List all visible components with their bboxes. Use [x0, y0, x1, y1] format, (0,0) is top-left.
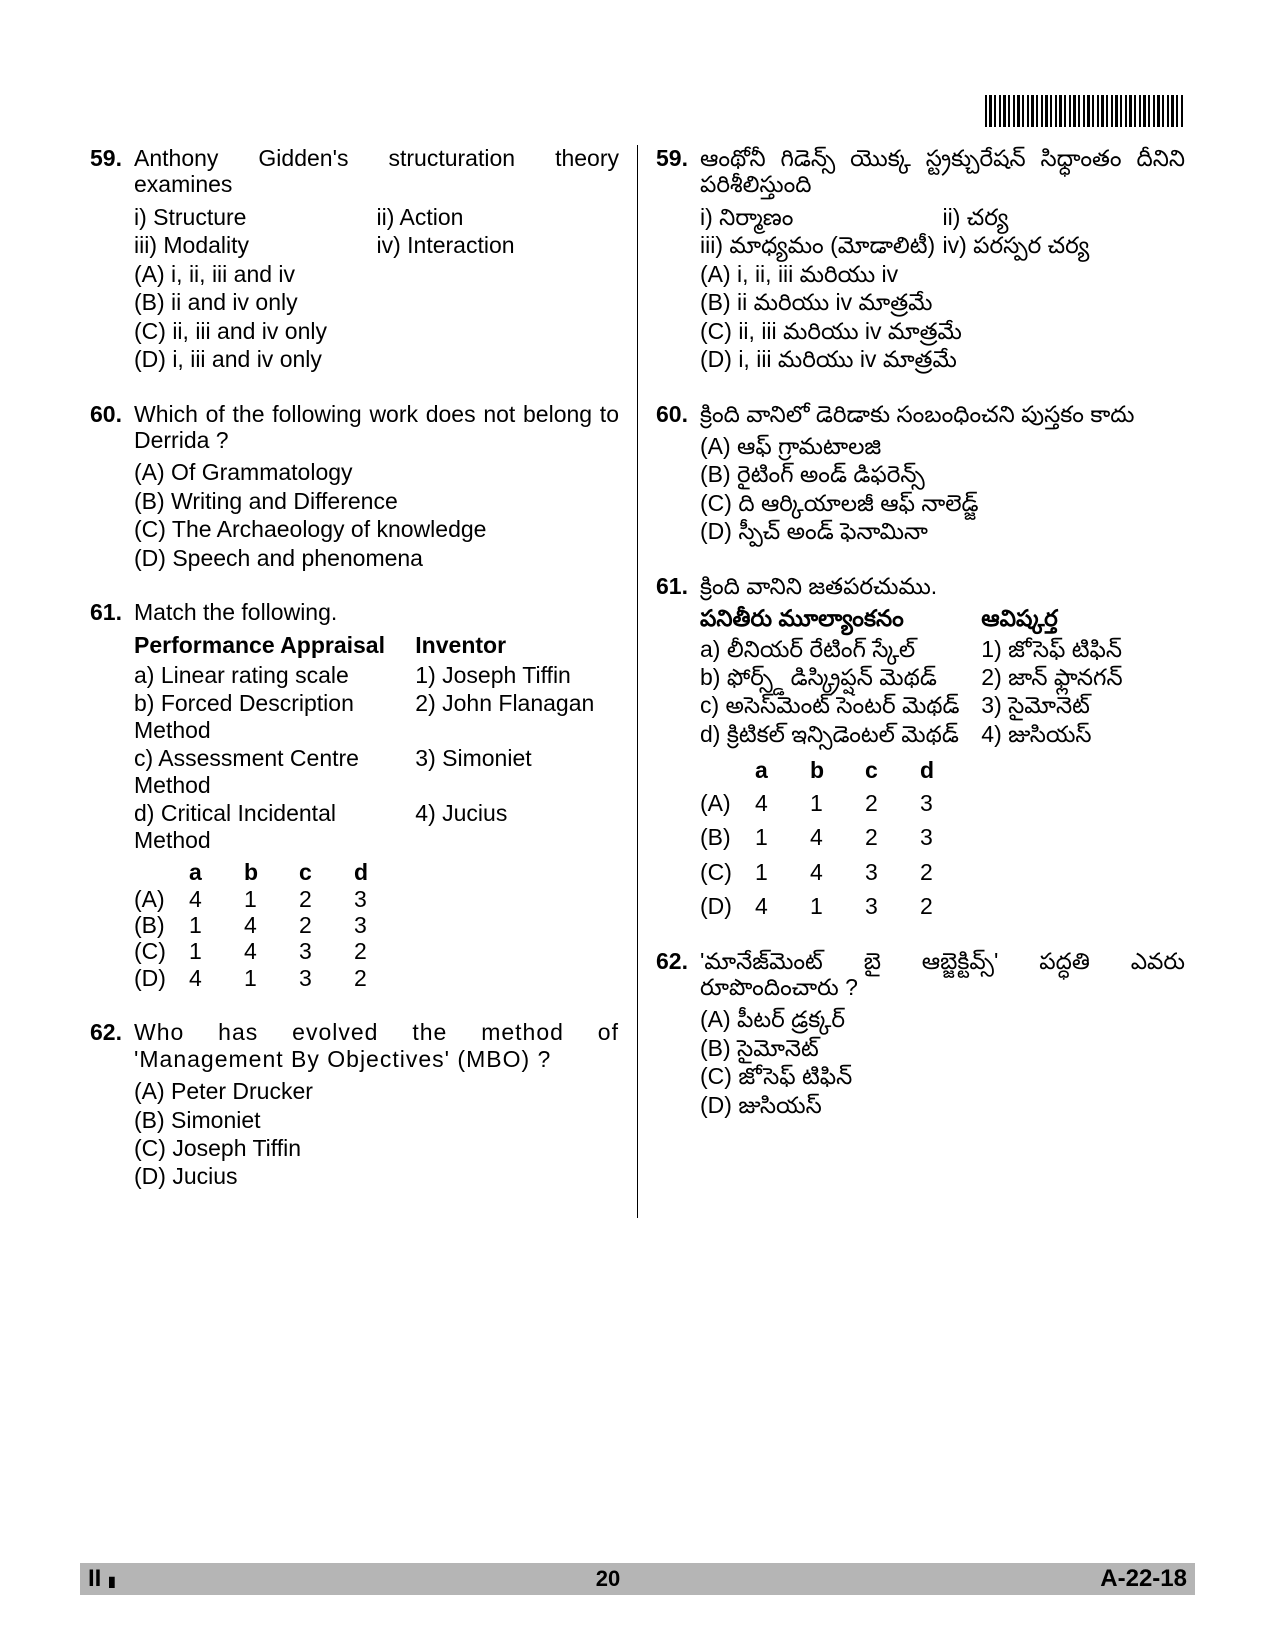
right-column: 59. ఆంథోనీ గిడెన్స్ యొక్క స్ట్రక్చురేషన్… [638, 145, 1195, 1218]
part: ii) చర్య [943, 204, 1186, 230]
match-right: 4) జుసియస్ [981, 721, 1185, 747]
match-right: 1) జోసెఫ్ టిఫిన్ [981, 636, 1185, 662]
footer-left: II ▮ [88, 1565, 116, 1593]
option: (C) జోసెఫ్ టిఫిన్ [700, 1063, 1185, 1089]
option: (D) Jucius [134, 1163, 619, 1189]
answer-row: (D)4132 [134, 965, 619, 991]
q-text: Match the following. [134, 599, 619, 625]
option: (B) ii and iv only [134, 289, 619, 315]
option: (C) ii, iii మరియు iv మాత్రమే [700, 318, 1185, 344]
q-number: 60. [90, 401, 134, 427]
option: (D) i, iii and iv only [134, 346, 619, 372]
q-number: 60. [656, 401, 700, 427]
option: (D) జుసియస్ [700, 1092, 1185, 1118]
answer-row: (A)4123 [700, 790, 1185, 816]
match-left: c) అసెస్‌మెంట్ సెంటర్ మెథడ్ [700, 692, 981, 718]
option: (A) Of Grammatology [134, 459, 619, 485]
option: (A) పీటర్ డ్రక్కర్ [700, 1006, 1185, 1032]
match-right: 2) John Flanagan [415, 690, 619, 743]
option: (D) Speech and phenomena [134, 545, 619, 571]
footer-page: 20 [596, 1566, 620, 1592]
q59-te: 59. ఆంథోనీ గిడెన్స్ యొక్క స్ట్రక్చురేషన్… [656, 145, 1185, 373]
option: (B) రైటింగ్ అండ్ డిఫరెన్స్ [700, 461, 1185, 487]
q62-te: 62. 'మానేజ్‌మెంట్ బై ఆబ్జెక్టివ్స్' పద్ధ… [656, 948, 1185, 1119]
q61: 61. Match the following. Performance App… [90, 599, 619, 991]
option: (A) ఆఫ్ గ్రామటాలజి [700, 433, 1185, 459]
option: (B) సైమోనెట్ [700, 1035, 1185, 1061]
match-left: b) ఫోర్స్డ్ డిస్క్రిప్షన్ మెథడ్ [700, 664, 981, 690]
match-right: 4) Jucius [415, 800, 619, 853]
part: i) నిర్మాణం [700, 204, 943, 230]
answer-row: (B)1423 [134, 912, 619, 938]
match-right: 3) సైమోనెట్ [981, 692, 1185, 718]
q-text: Who has evolved the method of 'Managemen… [134, 1019, 619, 1072]
answer-row: (D)4132 [700, 893, 1185, 919]
part: ii) Action [377, 204, 620, 230]
option: (B) Simoniet [134, 1107, 619, 1133]
q-number: 61. [90, 599, 134, 625]
q-text: క్రింది వానిని జతపరచుము. [700, 573, 1185, 599]
option: (B) Writing and Difference [134, 488, 619, 514]
page-footer: II ▮ 20 A-22-18 [80, 1563, 1195, 1595]
left-column: 59. Anthony Gidden's structuration theor… [80, 145, 638, 1218]
answer-row: (C)1432 [134, 938, 619, 964]
option: (A) Peter Drucker [134, 1078, 619, 1104]
part: iii) మాధ్యమం (మోడాలిటీ) [700, 232, 943, 258]
content-columns: 59. Anthony Gidden's structuration theor… [80, 145, 1195, 1218]
q-text: Anthony Gidden's structuration theory ex… [134, 145, 619, 198]
q-number: 59. [656, 145, 700, 171]
option: (C) Joseph Tiffin [134, 1135, 619, 1161]
match-left: a) Linear rating scale [134, 662, 415, 688]
option: (C) ది ఆర్కియాలజీ ఆఫ్ నాలెడ్జ్ [700, 490, 1185, 516]
q-number: 61. [656, 573, 700, 599]
option: (C) The Archaeology of knowledge [134, 516, 619, 542]
match-left: d) క్రిటికల్ ఇన్సిడెంటల్ మెథడ్ [700, 721, 981, 747]
match-h1: Performance Appraisal [134, 632, 415, 658]
part: i) Structure [134, 204, 377, 230]
match-right: 3) Simoniet [415, 745, 619, 798]
q-number: 62. [90, 1019, 134, 1045]
answer-row: (C)1432 [700, 859, 1185, 885]
match-h1: పనితీరు మూల్యాంకనం [700, 605, 981, 631]
q60-te: 60. క్రింది వానిలో డెరిడాకు సంబంధించని ప… [656, 401, 1185, 545]
option: (A) i, ii, iii and iv [134, 261, 619, 287]
q-text: క్రింది వానిలో డెరిడాకు సంబంధించని పుస్త… [700, 401, 1185, 427]
q-text: 'మానేజ్‌మెంట్ బై ఆబ్జెక్టివ్స్' పద్ధతి ఎ… [700, 948, 1185, 1001]
match-left: b) Forced Description Method [134, 690, 415, 743]
q61-te: 61. క్రింది వానిని జతపరచుము. పనితీరు మూల… [656, 573, 1185, 920]
q-number: 59. [90, 145, 134, 171]
match-right: 2) జాన్ ఫ్లానగన్ [981, 664, 1185, 690]
match-left: d) Critical Incidental Method [134, 800, 415, 853]
part: iv) Interaction [377, 232, 620, 258]
option: (D) i, iii మరియు iv మాత్రమే [700, 346, 1185, 372]
answer-row: (A)4123 [134, 886, 619, 912]
option: (B) ii మరియు iv మాత్రమే [700, 289, 1185, 315]
q62: 62. Who has evolved the method of 'Manag… [90, 1019, 619, 1190]
q-number: 62. [656, 948, 700, 974]
match-left: c) Assessment Centre Method [134, 745, 415, 798]
q60: 60. Which of the following work does not… [90, 401, 619, 572]
q59: 59. Anthony Gidden's structuration theor… [90, 145, 619, 373]
match-h2: ఆవిష్కర్త [981, 605, 1185, 631]
part: iii) Modality [134, 232, 377, 258]
option: (D) స్పీచ్ అండ్ ఫెనామినా [700, 518, 1185, 544]
match-left: a) లీనియర్ రేటింగ్ స్కేల్ [700, 636, 981, 662]
option: (A) i, ii, iii మరియు iv [700, 261, 1185, 287]
barcode [985, 95, 1185, 127]
part: iv) పరస్పర చర్య [943, 232, 1186, 258]
q-text: Which of the following work does not bel… [134, 401, 619, 454]
answer-row: (B)1423 [700, 824, 1185, 850]
match-h2: Inventor [415, 632, 619, 658]
footer-code: A-22-18 [1100, 1565, 1187, 1593]
q-text: ఆంథోనీ గిడెన్స్ యొక్క స్ట్రక్చురేషన్ సిధ… [700, 145, 1185, 198]
match-right: 1) Joseph Tiffin [415, 662, 619, 688]
option: (C) ii, iii and iv only [134, 318, 619, 344]
